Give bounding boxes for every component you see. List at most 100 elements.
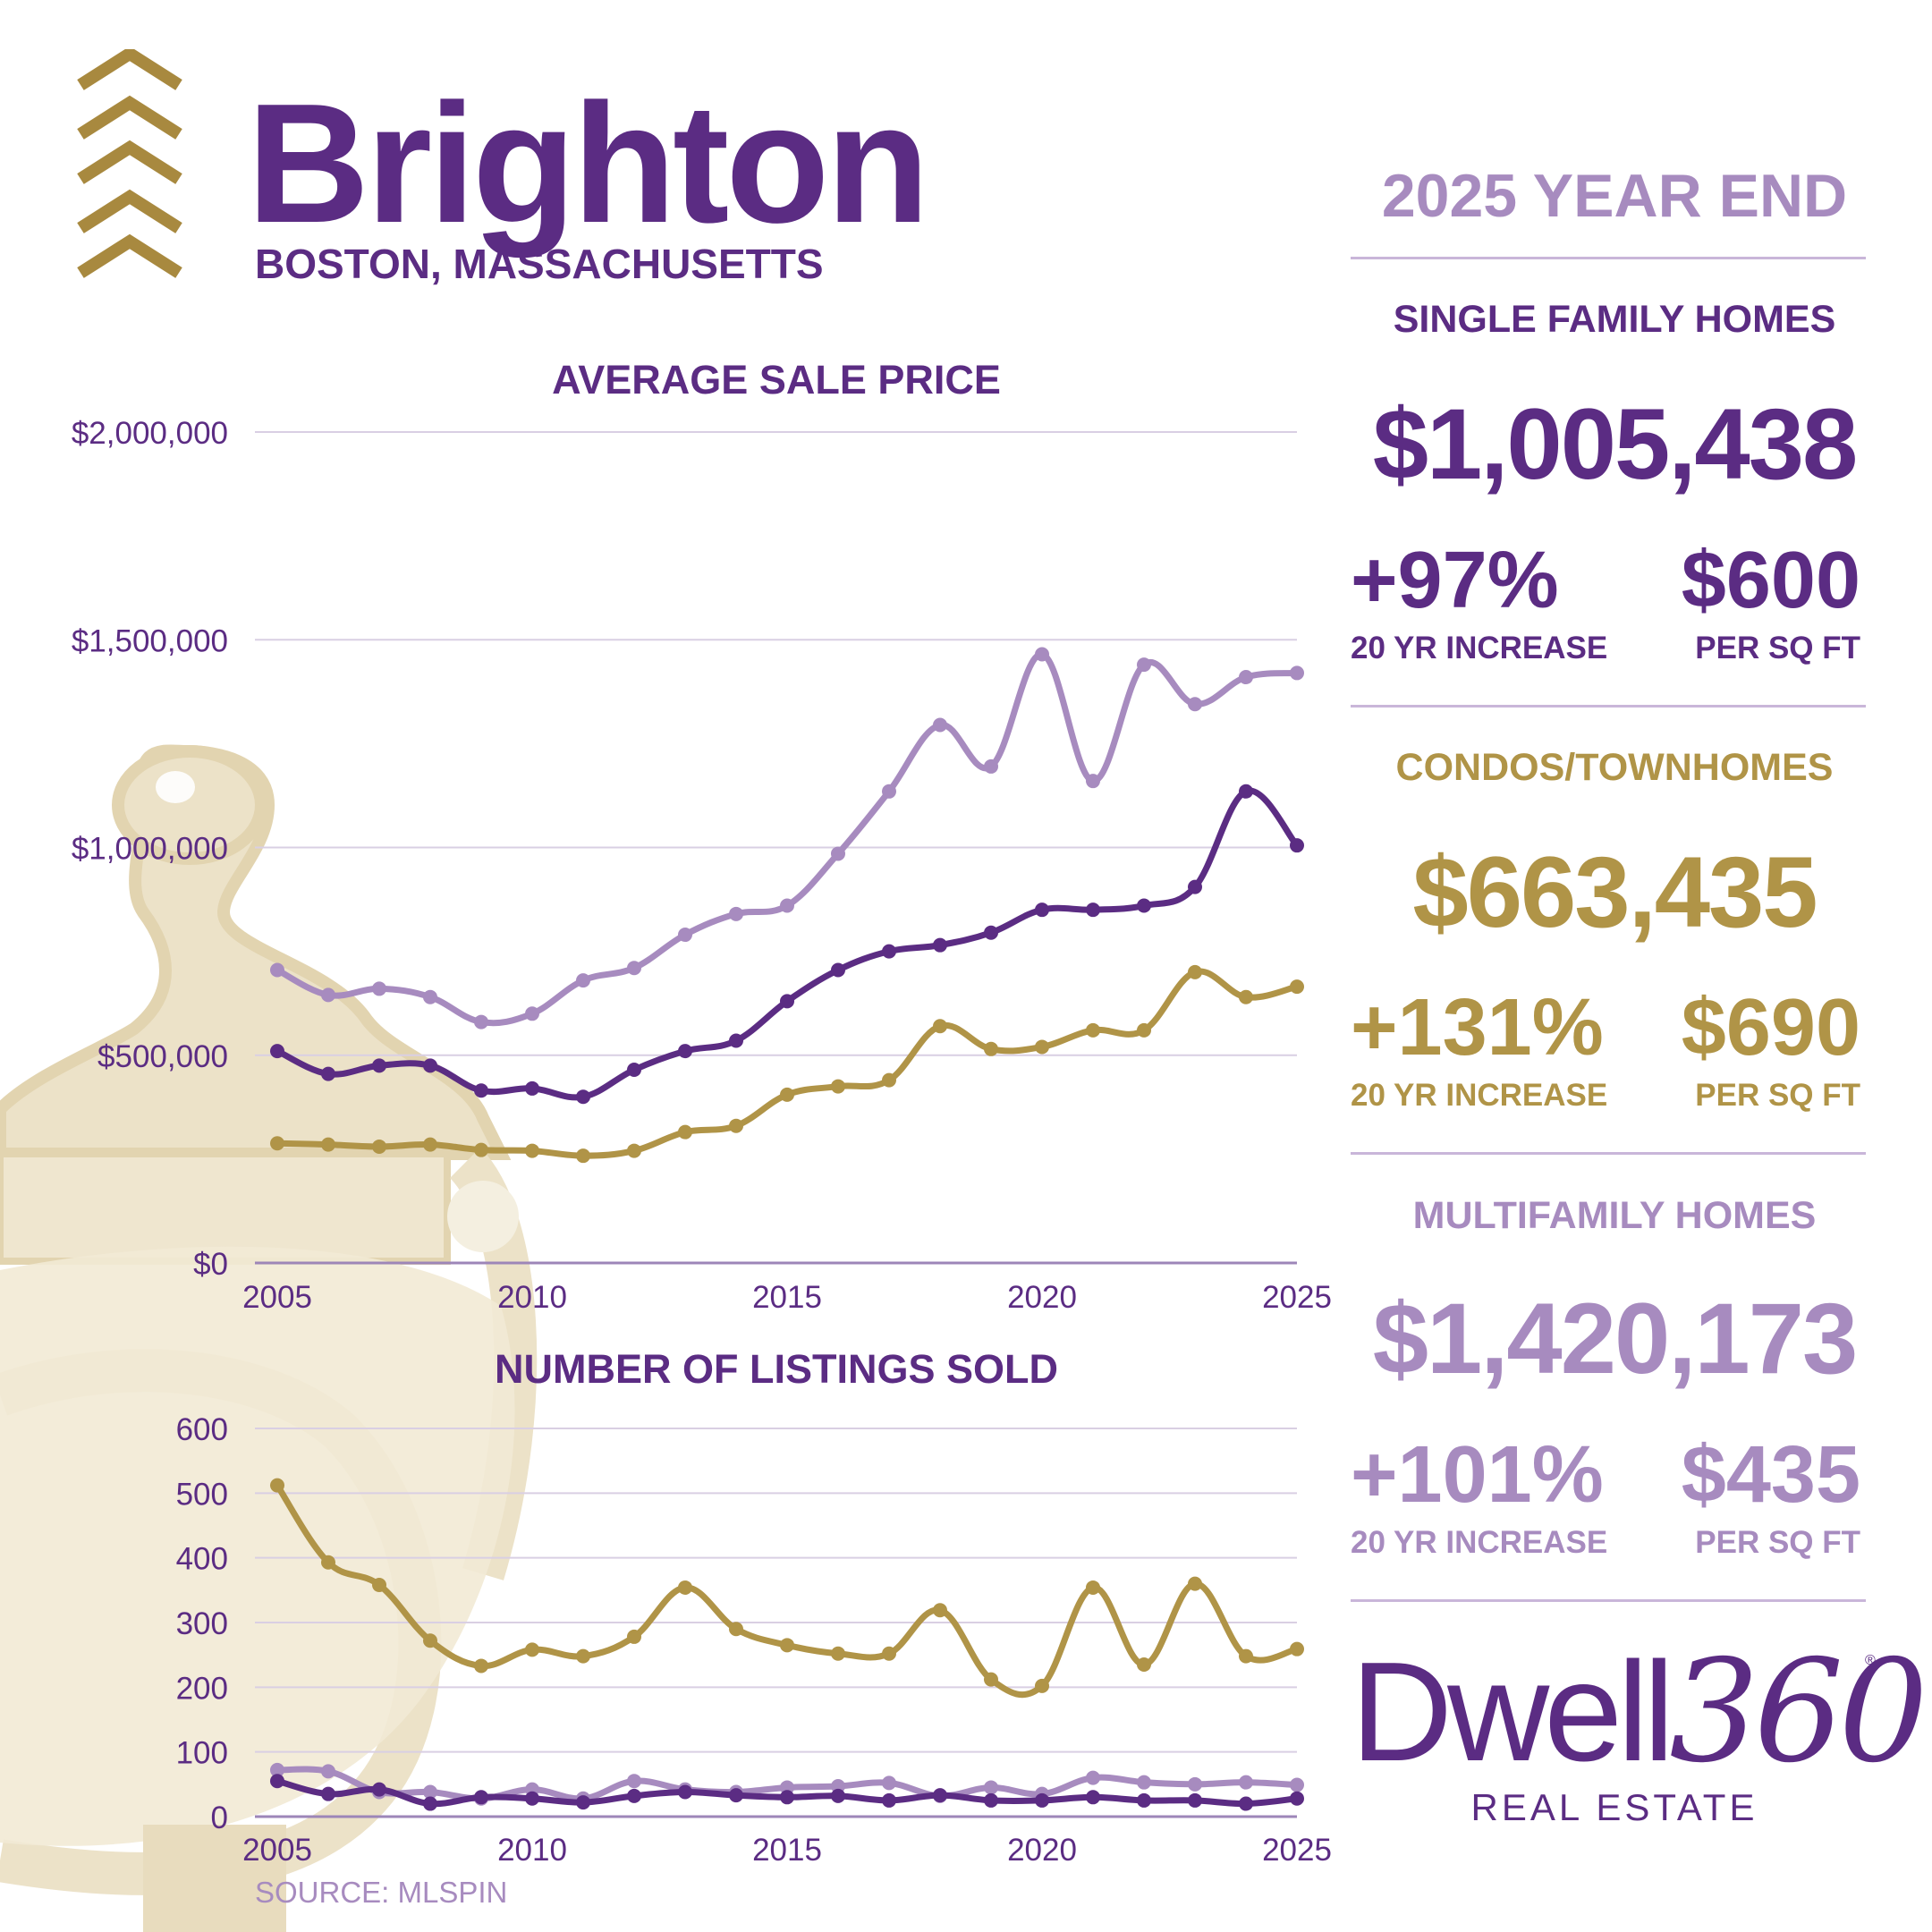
divider <box>1351 1599 1866 1602</box>
price-series-single_family-point <box>474 1083 488 1098</box>
sold-series-condos-point <box>525 1642 539 1657</box>
price-series-condos-point <box>525 1143 539 1158</box>
price-y-tick-label: $1,000,000 <box>72 832 228 867</box>
price-series-multifamily-point <box>627 961 641 976</box>
sold-series-single_family-point <box>1188 1792 1202 1808</box>
price-series-multifamily-point <box>729 906 743 921</box>
sold-series-condos-point <box>372 1578 386 1593</box>
page-subtitle: BOSTON, MASSACHUSETTS <box>255 241 824 287</box>
divider <box>1351 1152 1866 1155</box>
price-y-tick-label: $0 <box>193 1247 228 1282</box>
chevron-logo-icon <box>77 49 182 278</box>
price-x-tick-label: 2025 <box>1262 1280 1332 1315</box>
price-series-condos-point <box>576 1148 590 1164</box>
brand-tagline: REAL ESTATE <box>1470 1786 1758 1828</box>
sold-series-single_family-point <box>882 1792 896 1808</box>
sold-series-condos-point <box>831 1646 845 1661</box>
price-series-single_family-point <box>780 994 794 1009</box>
sold-series-multifamily-point <box>1086 1770 1100 1785</box>
condos-per-sqft: $690 <box>1681 983 1860 1072</box>
price-x-tick-label: 2010 <box>497 1280 567 1315</box>
price-series-single_family-point <box>372 1058 386 1073</box>
multifamily-increase-label: 20 YR INCREASE <box>1351 1525 1608 1560</box>
price-series-single_family-point <box>525 1080 539 1096</box>
price-series-single_family-point <box>270 1044 284 1059</box>
sold-series-condos-point <box>729 1622 743 1637</box>
sold-series-multifamily-point <box>882 1775 896 1791</box>
single-family-price: $1,005,438 <box>1372 388 1859 500</box>
sold-series-condos-point <box>1239 1648 1253 1664</box>
price-series-multifamily-point <box>933 717 947 733</box>
sold-series-single_family-point <box>780 1790 794 1805</box>
sold-series-condos-point <box>1035 1678 1049 1693</box>
sold-series-condos-point <box>984 1672 998 1687</box>
sold-x-tick-label: 2020 <box>1007 1833 1077 1868</box>
brand-logo-number: 360 <box>1669 1630 1928 1794</box>
price-series-single_family-point <box>882 944 896 959</box>
sold-series-condos-point <box>423 1633 437 1648</box>
divider <box>1351 257 1866 259</box>
price-series-single_family-point <box>576 1089 590 1105</box>
sold-series-multifamily-point <box>270 1762 284 1777</box>
price-series-condos-point <box>984 1041 998 1056</box>
sold-series-single_family-point <box>1035 1792 1049 1808</box>
sold-series-condos-point <box>933 1603 947 1618</box>
sold-y-tick-label: 500 <box>176 1477 228 1512</box>
sold-series-condos-point <box>321 1555 335 1570</box>
sold-chart: NUMBER OF LISTINGS SOLD 0 100 200 300 400 500 6… <box>176 1346 1332 1868</box>
price-series-multifamily-point <box>984 758 998 774</box>
price-series-condos-point <box>1035 1039 1049 1055</box>
price-series-condos-point <box>1290 979 1304 995</box>
sold-x-tick-label: 2005 <box>242 1833 312 1868</box>
price-x-tick-label: 2015 <box>752 1280 822 1315</box>
price-series-single_family-point <box>321 1066 335 1081</box>
price-series-single_family-point <box>1290 838 1304 853</box>
price-series-single_family-point <box>831 962 845 978</box>
sold-series-multifamily-point <box>321 1764 335 1779</box>
multifamily-per-sqft-label: PER SQ FT <box>1695 1525 1860 1560</box>
price-series-condos-point <box>831 1079 845 1094</box>
price-x-tick-label: 2020 <box>1007 1280 1077 1315</box>
sold-series-condos-point <box>270 1478 284 1493</box>
sold-series-multifamily-point <box>1239 1775 1253 1790</box>
price-series-condos-point <box>321 1137 335 1152</box>
price-series-single_family-point <box>1239 784 1253 799</box>
price-series-condos-point <box>933 1019 947 1034</box>
price-series-multifamily-point <box>474 1014 488 1030</box>
sold-y-tick-label: 0 <box>211 1801 228 1835</box>
multifamily-heading: MULTIFAMILY HOMES <box>1412 1194 1817 1237</box>
price-series-single_family-point <box>627 1063 641 1078</box>
price-series-multifamily-point <box>321 987 335 1003</box>
price-series-single_family-point <box>933 937 947 953</box>
sold-series-single_family-point <box>627 1788 641 1803</box>
sold-series-single_family-point <box>423 1796 437 1811</box>
multifamily-price: $1,420,173 <box>1372 1283 1859 1394</box>
sold-y-tick-label: 100 <box>176 1736 228 1771</box>
sold-series-single_family-point <box>1239 1796 1253 1811</box>
price-series-condos-point <box>1086 1022 1100 1038</box>
sold-y-tick-label: 600 <box>176 1412 228 1447</box>
price-series-condos-point <box>270 1136 284 1151</box>
condos-per-sqft-label: PER SQ FT <box>1695 1078 1860 1113</box>
door-knocker-illustration <box>0 744 538 1932</box>
sold-y-tick-label: 300 <box>176 1606 228 1641</box>
sold-y-tick-label: 400 <box>176 1542 228 1577</box>
sold-series-single_family-point <box>321 1786 335 1801</box>
price-series-condos-point <box>474 1142 488 1157</box>
charts-area: AVERAGE SALE PRICE $0 $500,000 $1,000,000 $1… <box>72 357 1332 1868</box>
price-series-condos-point <box>780 1087 794 1102</box>
sold-series-single_family-point <box>729 1788 743 1803</box>
price-series-multifamily-point <box>1035 647 1049 662</box>
condos-increase-label: 20 YR INCREASE <box>1351 1078 1608 1113</box>
price-series-multifamily-point <box>882 784 896 799</box>
sold-series-condos-point <box>1290 1641 1304 1657</box>
sold-series-single_family-point <box>576 1795 590 1810</box>
sold-series-single_family-point <box>270 1774 284 1789</box>
price-series-multifamily-point <box>678 928 692 943</box>
price-series-multifamily-point <box>270 962 284 978</box>
price-series-multifamily-point <box>1290 665 1304 681</box>
multifamily-per-sqft: $435 <box>1681 1430 1860 1520</box>
price-series-multifamily-line <box>274 651 1301 1027</box>
price-chart: AVERAGE SALE PRICE $0 $500,000 $1,000,000 $1… <box>72 357 1332 1315</box>
price-series-condos-point <box>729 1118 743 1133</box>
